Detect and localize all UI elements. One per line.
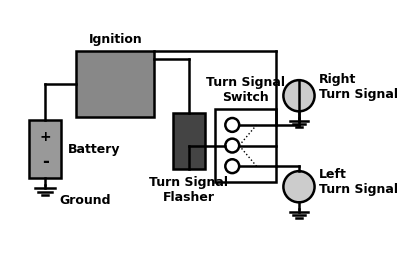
Circle shape xyxy=(225,139,239,152)
Text: Ignition: Ignition xyxy=(88,33,142,46)
Text: Battery: Battery xyxy=(68,143,120,156)
Text: Ground: Ground xyxy=(59,194,110,207)
Circle shape xyxy=(225,159,239,173)
Bar xyxy=(173,113,204,169)
Bar xyxy=(215,109,276,182)
Text: Left
Turn Signal: Left Turn Signal xyxy=(319,168,398,196)
Circle shape xyxy=(283,171,314,202)
Text: Turn Signal
Flasher: Turn Signal Flasher xyxy=(150,176,228,204)
Bar xyxy=(76,51,154,117)
Text: Turn Signal
Switch: Turn Signal Switch xyxy=(206,76,285,104)
Circle shape xyxy=(283,80,314,111)
Text: +: + xyxy=(39,130,51,144)
Text: Right
Turn Signal: Right Turn Signal xyxy=(319,73,398,101)
Circle shape xyxy=(225,118,239,132)
Text: -: - xyxy=(42,153,48,171)
Bar xyxy=(30,120,61,178)
